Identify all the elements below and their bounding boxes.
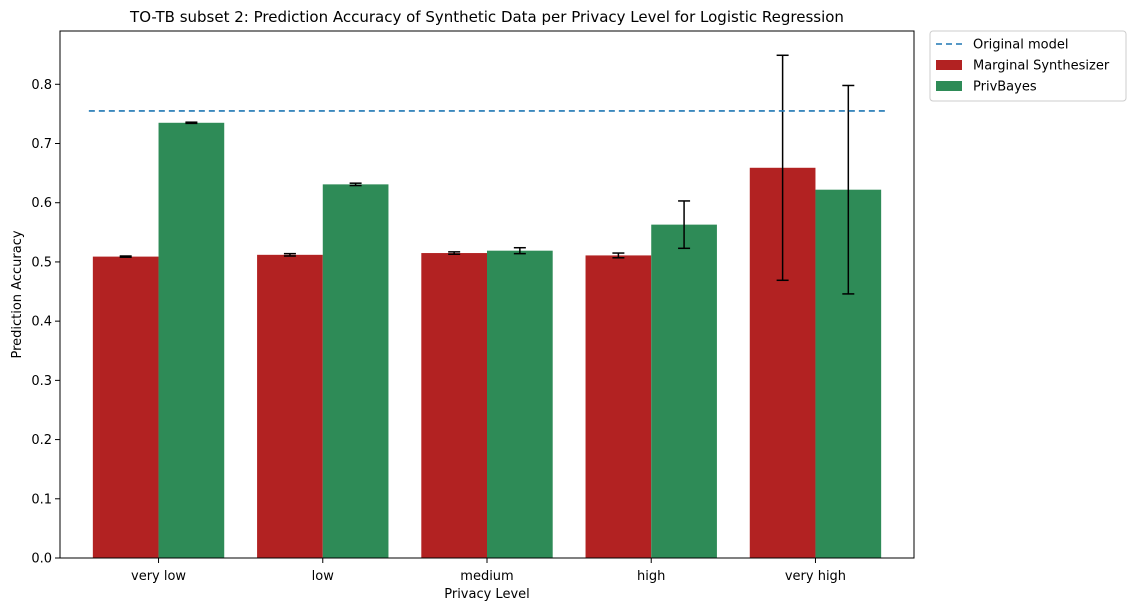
plot-area (88, 54, 886, 559)
x-axis-title: Privacy Level (444, 587, 530, 602)
bar-privbayes-0 (158, 122, 225, 559)
error-bar-marginal-synthesizer-4 (776, 54, 789, 282)
x-axis: very low low medium high very high (131, 558, 846, 584)
x-tick-label-3: high (637, 569, 665, 584)
error-bar-privbayes-2 (513, 246, 526, 255)
error-bar-privbayes-1 (349, 182, 362, 187)
y-tick-label-6: 0.6 (31, 196, 52, 211)
chart-title: TO-TB subset 2: Prediction Accuracy of S… (129, 8, 844, 26)
y-tick-label-3: 0.3 (31, 374, 52, 389)
bar-marginal-synthesizer-2 (421, 253, 487, 558)
x-tick-label-0: very low (131, 569, 186, 584)
y-tick-label-7: 0.7 (31, 137, 52, 152)
error-bar-privbayes-4 (842, 84, 855, 295)
legend-swatch-marginal-synthesizer (936, 60, 962, 70)
legend-label-marginal-synthesizer: Marginal Synthesizer (973, 59, 1110, 74)
x-tick-label-4: very high (785, 569, 846, 584)
legend-label-privbayes: PrivBayes (973, 80, 1037, 95)
legend-swatch-privbayes (936, 81, 962, 91)
bar-marginal-synthesizer-0 (92, 256, 159, 558)
error-bar-privbayes-3 (678, 200, 691, 250)
y-axis-title: Prediction Accuracy (10, 230, 25, 358)
error-bar-privbayes-0 (185, 121, 198, 125)
bar-privbayes-2 (487, 250, 553, 559)
y-tick-label-4: 0.4 (31, 315, 52, 330)
legend-frame (929, 30, 1127, 102)
error-bar-marginal-synthesizer-2 (448, 251, 461, 255)
error-bar-marginal-synthesizer-1 (283, 252, 296, 257)
y-tick-label-5: 0.5 (31, 255, 52, 270)
bar-marginal-synthesizer-3 (585, 255, 652, 558)
x-tick-label-1: low (312, 569, 335, 584)
y-axis: 0.0 0.1 0.2 0.3 0.4 0.5 0.6 0.7 0.8 (31, 78, 60, 567)
y-tick-label-0: 0.0 (31, 552, 52, 567)
y-tick-label-8: 0.8 (31, 78, 52, 93)
bar-privbayes-3 (651, 224, 717, 558)
legend: Original model Marginal Synthesizer PrivBa… (929, 30, 1127, 102)
error-bar-marginal-synthesizer-0 (119, 255, 132, 258)
bar-privbayes-1 (322, 184, 389, 558)
bar-marginal-synthesizer-1 (257, 254, 323, 558)
error-bar-marginal-synthesizer-3 (612, 252, 625, 259)
y-tick-label-1: 0.1 (31, 492, 52, 507)
y-tick-label-2: 0.2 (31, 433, 52, 448)
x-tick-label-2: medium (460, 569, 513, 584)
legend-label-original-model: Original model (973, 38, 1068, 53)
